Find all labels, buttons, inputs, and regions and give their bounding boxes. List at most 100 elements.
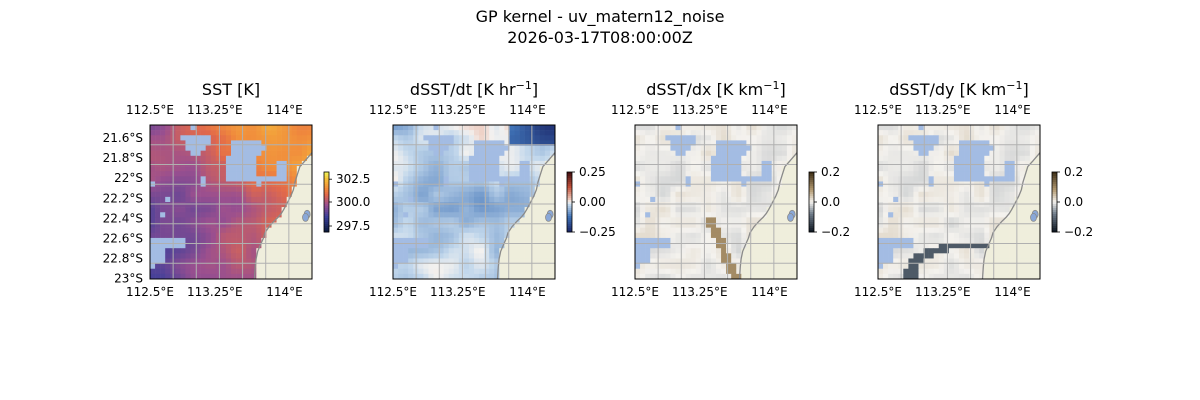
- heatmap-cell: [453, 166, 460, 172]
- heatmap-cell: [256, 268, 262, 275]
- heatmap-cell: [246, 248, 252, 254]
- heatmap-cell: [771, 130, 778, 136]
- heatmap-cell: [751, 273, 757, 280]
- heatmap-cell: [948, 145, 955, 151]
- heatmap-cell: [746, 196, 752, 203]
- heatmap-cell: [246, 130, 252, 136]
- heatmap-cell: [756, 253, 762, 259]
- heatmap-cell: [883, 268, 889, 275]
- heatmap-cell: [913, 253, 919, 259]
- heatmap-cell: [474, 232, 480, 239]
- heatmap-cell: [443, 166, 449, 172]
- heatmap-cell: [1024, 237, 1031, 244]
- colorbar-segment: [809, 196, 814, 199]
- heatmap-cell: [984, 263, 990, 270]
- heatmap-cell: [640, 237, 646, 244]
- heatmap-cell: [236, 155, 242, 162]
- heatmap-cell: [180, 191, 186, 198]
- heatmap-cell: [660, 263, 666, 270]
- heatmap-cell: [650, 217, 656, 223]
- heatmap-cell: [771, 125, 778, 131]
- heatmap-cell: [433, 171, 439, 177]
- heatmap-cell: [1009, 176, 1015, 182]
- heatmap-cell: [549, 248, 556, 254]
- heatmap-cell: [645, 191, 651, 198]
- heatmap-cell: [484, 207, 490, 213]
- heatmap-cell: [291, 160, 298, 167]
- heatmap-cell: [271, 243, 277, 249]
- heatmap-cell: [175, 202, 181, 208]
- colorbar-segment: [567, 182, 572, 185]
- x-tick-label: 112.5°E: [126, 285, 174, 299]
- heatmap-cell: [185, 212, 191, 218]
- colorbar-segment: [324, 184, 329, 187]
- colorbar-segment: [324, 188, 329, 191]
- heatmap-cell: [974, 273, 980, 280]
- heatmap-cell: [504, 263, 510, 270]
- heatmap-cell: [776, 196, 783, 203]
- heatmap-cell: [665, 232, 671, 239]
- heatmap-cell: [888, 212, 894, 218]
- heatmap-cell: [645, 140, 651, 146]
- heatmap-cell: [1004, 207, 1010, 213]
- panel-title-sup: −1: [516, 79, 532, 92]
- heatmap-cell: [660, 217, 666, 223]
- heatmap-cell: [276, 248, 282, 254]
- heatmap-cell: [160, 258, 166, 264]
- heatmap-cell: [690, 232, 697, 239]
- heatmap-cell: [393, 140, 399, 146]
- heatmap-cell: [928, 217, 934, 223]
- heatmap-cell: [903, 227, 909, 234]
- heatmap-cell: [220, 217, 227, 223]
- heatmap-cell: [428, 258, 434, 264]
- heatmap-cell: [408, 140, 414, 146]
- heatmap-cell: [705, 191, 712, 198]
- heatmap-cell: [220, 171, 227, 177]
- heatmap-cell: [438, 268, 444, 275]
- heatmap-cell: [428, 248, 434, 254]
- heatmap-cell: [670, 186, 676, 193]
- heatmap-cell: [670, 202, 676, 208]
- heatmap-cell: [913, 232, 919, 239]
- heatmap-cell: [205, 268, 212, 275]
- heatmap-cell: [185, 253, 191, 259]
- heatmap-cell: [660, 227, 666, 234]
- heatmap-cell: [726, 217, 732, 223]
- heatmap-cell: [994, 176, 1000, 182]
- heatmap-cell: [878, 243, 884, 249]
- heatmap-cell: [489, 237, 495, 244]
- heatmap-cell: [959, 155, 965, 162]
- heatmap-cell: [746, 268, 752, 275]
- heatmap-cell: [893, 186, 899, 193]
- heatmap-cell: [1009, 273, 1015, 280]
- heatmap-cell: [519, 160, 525, 167]
- heatmap-cell: [453, 140, 460, 146]
- heatmap-cell: [484, 222, 490, 228]
- heatmap-cell: [220, 145, 227, 151]
- heatmap-cell: [893, 155, 899, 162]
- heatmap-cell: [705, 207, 712, 213]
- heatmap-cell: [953, 125, 960, 131]
- heatmap-cell: [883, 140, 889, 146]
- heatmap-cell: [271, 171, 277, 177]
- heatmap-cell: [261, 196, 267, 203]
- heatmap-cell: [468, 207, 475, 213]
- heatmap-cell: [205, 263, 212, 270]
- colorbar-segment: [567, 172, 572, 175]
- heatmap-cell: [685, 155, 691, 162]
- heatmap-cell: [185, 237, 191, 244]
- heatmap-cell: [160, 248, 166, 254]
- heatmap-cell: [888, 263, 894, 270]
- heatmap-cell: [479, 202, 485, 208]
- heatmap-cell: [791, 237, 798, 244]
- heatmap-cell: [1034, 171, 1041, 177]
- heatmap-cell: [504, 176, 510, 182]
- heatmap-cell: [165, 150, 171, 157]
- heatmap-cell: [781, 130, 788, 136]
- heatmap-cell: [756, 227, 762, 234]
- heatmap-cell: [266, 222, 272, 228]
- heatmap-cell: [448, 130, 455, 136]
- x-tick-label: 113.25°E: [187, 285, 243, 299]
- heatmap-cell: [746, 263, 752, 270]
- heatmap-cell: [791, 160, 798, 167]
